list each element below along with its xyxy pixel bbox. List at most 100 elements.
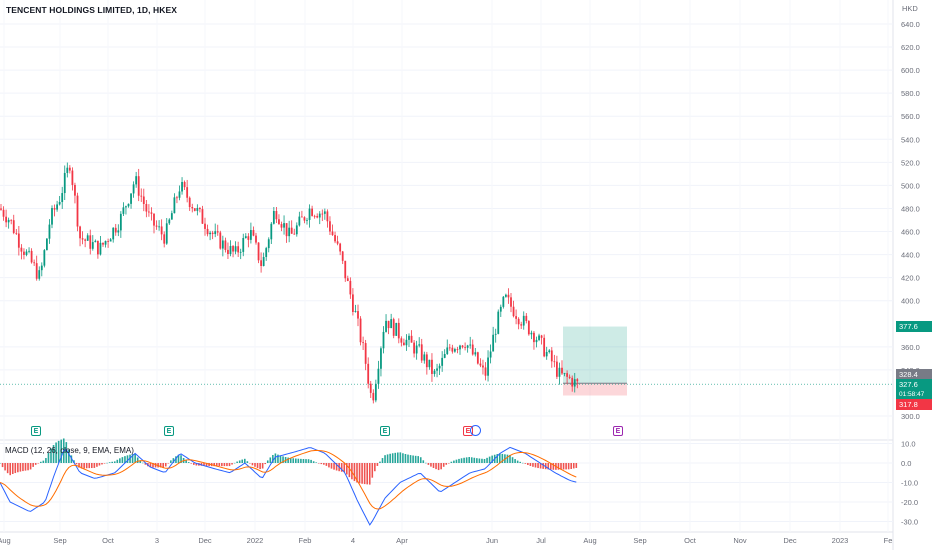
macd-histogram-bar — [14, 463, 17, 474]
macd-histogram-bar — [544, 463, 547, 470]
earnings-event-3[interactable]: E — [380, 426, 390, 436]
macd-histogram-bar — [358, 463, 361, 484]
earnings-event-1[interactable]: E — [31, 426, 41, 436]
time-axis-label: Aug — [583, 536, 596, 545]
symbol-title[interactable]: TENCENT HOLDINGS LIMITED, 1D, HKEX — [6, 5, 178, 15]
candle-body — [454, 349, 456, 352]
macd-histogram-bar — [532, 463, 534, 467]
macd-histogram-bar — [113, 461, 116, 463]
candle-body — [56, 204, 58, 210]
macd-histogram-bar — [496, 454, 499, 463]
candle-body — [117, 230, 120, 233]
macd-histogram-bar — [488, 456, 491, 463]
candle-body — [431, 359, 433, 374]
candle-body — [382, 331, 385, 349]
candle-body — [471, 344, 474, 355]
macd-histogram-bar — [346, 463, 348, 475]
macd-histogram-bar — [75, 463, 78, 465]
candle-body — [527, 321, 530, 335]
macd-histogram-bar — [9, 463, 11, 476]
candle-body — [148, 211, 150, 213]
macd-histogram-bar — [335, 463, 338, 471]
candle-body — [499, 306, 502, 312]
candle-body — [413, 342, 415, 354]
candle-body — [74, 184, 76, 196]
candle-body — [209, 232, 211, 235]
macd-histogram-bar — [417, 456, 419, 463]
macd-histogram-bar — [328, 463, 330, 468]
candle-body — [346, 278, 349, 281]
candle-body — [533, 332, 535, 343]
macd-line — [0, 446, 577, 526]
candle-body — [538, 335, 540, 340]
candle-body — [150, 212, 153, 214]
macd-histogram-bar — [435, 463, 437, 470]
macd-histogram-bar — [190, 463, 193, 464]
macd-histogram-bar — [159, 463, 162, 468]
macd-histogram-bar — [516, 460, 519, 463]
candle-body — [313, 215, 316, 217]
macd-histogram-bar — [476, 458, 478, 463]
macd-indicator-label[interactable]: MACD (12, 26, close, 9, EMA, EMA) — [5, 446, 134, 455]
macd-histogram-bar — [343, 463, 346, 473]
macd-histogram-bar — [519, 461, 521, 463]
candle-body — [99, 242, 102, 255]
price-tick-label: 300.0 — [901, 412, 920, 421]
macd-histogram-bar — [379, 461, 381, 463]
macd-histogram-bar — [397, 452, 399, 463]
candle-body — [400, 338, 403, 343]
earnings-event-5[interactable]: E — [613, 426, 623, 436]
candle-body — [71, 170, 74, 185]
candle-body — [573, 379, 576, 387]
macd-histogram-bar — [305, 459, 307, 463]
macd-histogram-bar — [310, 459, 312, 463]
macd-histogram-bar — [246, 461, 249, 463]
candle-body — [81, 238, 84, 240]
candle-body — [132, 184, 135, 194]
macd-histogram-bar — [320, 463, 323, 465]
time-axis-label: 2022 — [247, 536, 264, 545]
macd-histogram-bar — [552, 463, 555, 470]
candle-body — [303, 217, 306, 221]
candle-body — [298, 216, 301, 226]
macd-histogram-bar — [491, 455, 493, 463]
macd-histogram-bar — [455, 459, 458, 463]
candle-body — [145, 204, 148, 212]
macd-histogram-bar — [539, 463, 542, 469]
candle-body — [224, 240, 227, 250]
candle-body — [2, 209, 5, 217]
candle-body — [461, 345, 464, 348]
candle-body — [119, 213, 122, 231]
macd-histogram-bar — [228, 463, 231, 467]
time-axis-label: Nov — [733, 536, 747, 545]
macd-histogram-bar — [129, 454, 131, 463]
macd-histogram-bar — [550, 463, 552, 470]
macd-histogram-bar — [529, 463, 532, 466]
entry-price-tag: 328.4 — [896, 369, 932, 380]
price-tick-label: 360.0 — [901, 343, 920, 352]
candle-body — [372, 392, 375, 401]
candle-body — [135, 176, 138, 185]
candle-body — [130, 193, 132, 204]
candle-body — [193, 208, 196, 211]
candle-body — [40, 265, 43, 271]
time-axis-label: 4 — [351, 536, 355, 545]
earnings-event-2[interactable]: E — [164, 426, 174, 436]
macd-histogram-bar — [259, 463, 261, 470]
macd-histogram-bar — [537, 463, 539, 469]
candle-body — [181, 181, 183, 192]
time-axis-label: Fe — [884, 536, 893, 545]
macd-histogram-bar — [509, 454, 511, 463]
macd-histogram-bar — [295, 458, 297, 463]
candle-body — [420, 344, 423, 361]
time-axis-label: 2023 — [832, 536, 849, 545]
candle-body — [543, 337, 546, 357]
candle-body — [168, 219, 171, 224]
candle-body — [484, 367, 487, 376]
macd-histogram-bar — [325, 463, 328, 466]
macd-histogram-bar — [425, 462, 427, 464]
macd-histogram-bar — [437, 463, 440, 471]
macd-histogram-bar — [279, 455, 282, 463]
